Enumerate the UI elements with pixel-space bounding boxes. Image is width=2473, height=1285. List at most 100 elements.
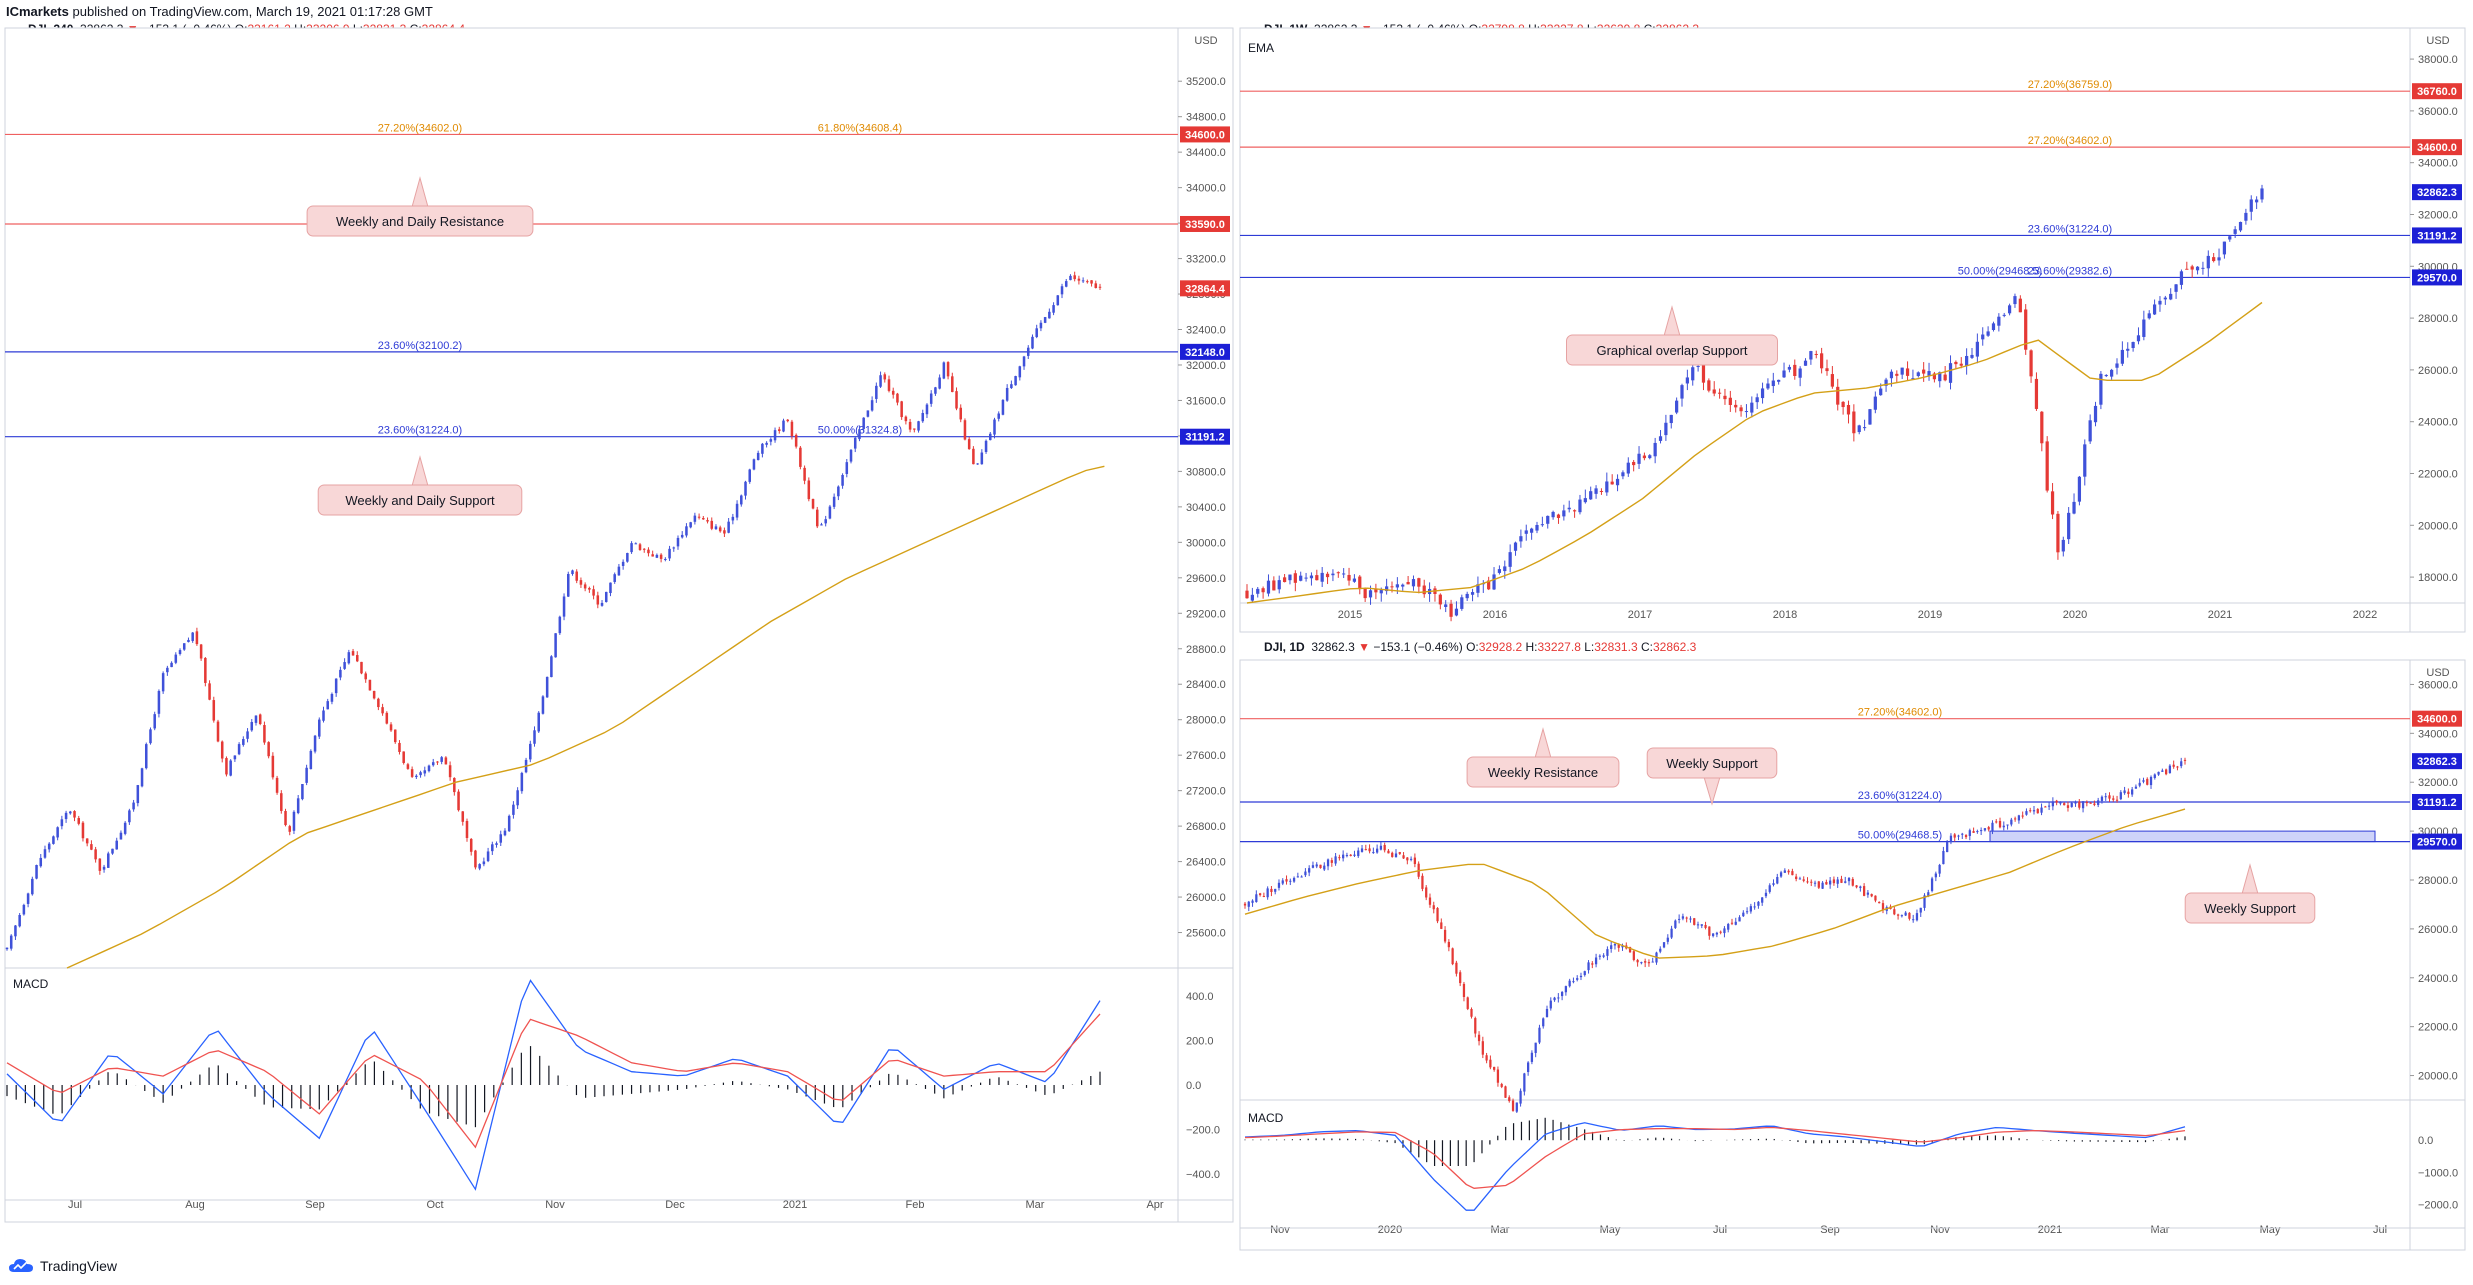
x-tick-label: Jul: [1713, 1224, 1727, 1236]
candle-body: [1524, 530, 1528, 534]
candle-body: [288, 826, 292, 832]
candle-body: [921, 413, 925, 422]
candle-body: [1847, 878, 1851, 882]
y-tick-label: 32000.0: [2418, 777, 2458, 789]
candle-body: [803, 467, 806, 481]
candle-body: [1693, 918, 1696, 925]
candle-body: [381, 707, 384, 714]
candle-body: [1659, 948, 1662, 952]
candle-body: [1954, 361, 1958, 365]
candle-body: [1282, 577, 1287, 583]
candle-body: [600, 602, 604, 606]
candle-body: [613, 574, 616, 582]
candle-body: [2050, 491, 2055, 515]
bottomright-chart-header: DJI, 1D 32862.3 ▼ −153.1 (−0.46%) O:3292…: [1264, 640, 1697, 654]
candle-body: [1610, 945, 1613, 950]
candle-body: [1247, 901, 1250, 907]
candle-body: [2072, 501, 2076, 514]
candle-body: [1098, 286, 1102, 288]
candle-body: [1840, 878, 1843, 883]
candle-body: [1477, 1034, 1481, 1042]
candle-body: [1594, 488, 1598, 494]
candle-body: [571, 570, 574, 575]
candle-body: [1401, 584, 1405, 587]
candle-body: [689, 522, 692, 528]
candle-body: [2146, 778, 2149, 785]
candle-body: [111, 848, 114, 854]
candle-body: [1347, 574, 1351, 581]
candle-body: [2228, 236, 2232, 240]
price-badge: [2412, 793, 2462, 810]
candle-body: [790, 421, 794, 437]
candle-body: [73, 811, 76, 818]
candle-body: [1564, 986, 1568, 993]
y-tick-label: 34000.0: [2418, 728, 2458, 740]
price-badge: [1180, 126, 1230, 143]
candle-body: [1998, 820, 2002, 828]
candle-body: [870, 400, 874, 411]
x-tick-label: Mar: [1491, 1224, 1510, 1236]
candle-body: [144, 744, 148, 769]
candle-body: [1556, 514, 1561, 518]
candle-body: [2021, 815, 2024, 817]
candle-body: [465, 820, 469, 839]
candle-body: [1358, 576, 1362, 590]
candle-body: [174, 654, 178, 663]
candle-body: [621, 561, 625, 566]
candle-body: [2032, 810, 2036, 812]
candle-body: [140, 768, 144, 787]
candle-body: [1357, 850, 1360, 857]
candle-body: [1980, 830, 1983, 832]
candle-body: [604, 591, 608, 602]
candle-body: [1587, 962, 1590, 971]
last-price-badge-label: 32862.3: [2417, 187, 2457, 199]
callout-box: [317, 484, 523, 516]
candle-body: [2222, 241, 2227, 255]
candle-body: [1919, 907, 1922, 913]
candle-body: [655, 554, 659, 558]
candle-body: [495, 843, 498, 845]
price-badge: [1180, 215, 1230, 232]
candle-body: [1991, 323, 1996, 331]
candle-body: [545, 676, 549, 698]
candle-body: [1889, 371, 1894, 379]
x-tick-label: 2019: [1918, 609, 1942, 621]
candle-body: [659, 554, 663, 559]
candle-body: [9, 935, 13, 949]
candle-body: [1262, 895, 1266, 897]
candle-body: [1662, 942, 1666, 948]
ema-line: [1244, 808, 2186, 959]
candle-body: [326, 701, 329, 710]
candle-body: [1798, 878, 1802, 880]
price-badge: [2412, 269, 2462, 286]
price-badge-label: 29570.0: [2417, 837, 2457, 849]
candle-body: [761, 443, 764, 454]
candle-body: [718, 527, 722, 532]
candle-body: [626, 553, 629, 562]
candle-body: [128, 810, 131, 823]
x-tick-label: 2021: [2208, 609, 2232, 621]
candle-body: [710, 520, 714, 529]
candle-body: [1820, 353, 1824, 369]
candle-body: [1991, 822, 1994, 831]
candle-body: [1551, 511, 1555, 518]
candle-body: [1606, 949, 1609, 956]
candle-body: [1970, 354, 1974, 358]
candle-body: [1846, 404, 1851, 415]
y-tick-label: 31600.0: [1186, 395, 1226, 407]
candle-body: [18, 914, 21, 927]
candle-body: [2099, 373, 2103, 405]
last-price-badge-label: 32862.3: [2417, 756, 2457, 768]
x-tick-label: Mar: [2151, 1224, 2170, 1236]
candle-body: [858, 429, 861, 440]
candle-body: [208, 683, 211, 700]
candle-body: [1497, 569, 1502, 573]
y-tick-label: 18000.0: [2418, 572, 2458, 584]
candle-body: [1026, 347, 1030, 356]
candle-body: [1717, 392, 1722, 394]
candle-body: [1331, 573, 1335, 576]
candle-body: [1976, 831, 1979, 833]
candle-body: [31, 878, 34, 895]
candle-body: [2018, 298, 2022, 313]
